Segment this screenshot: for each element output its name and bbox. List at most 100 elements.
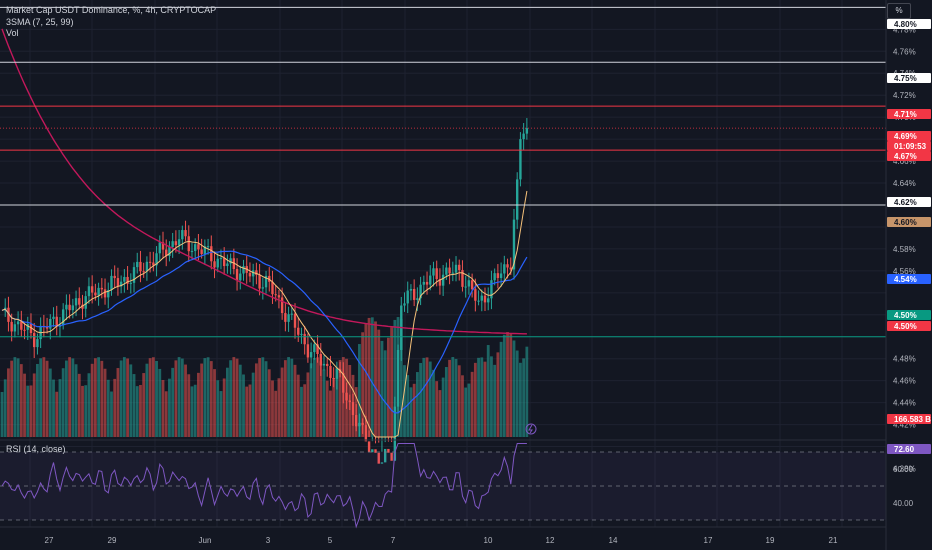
time-tick-label: 5 bbox=[328, 536, 333, 545]
candle-body bbox=[364, 425, 368, 442]
candle-body bbox=[71, 305, 75, 311]
volume-bar bbox=[293, 364, 297, 437]
volume-bar bbox=[506, 332, 509, 437]
volume-bar bbox=[412, 383, 416, 437]
price-badge bbox=[887, 217, 931, 227]
candle-body bbox=[152, 262, 155, 266]
sma-legend[interactable]: 3SMA (7, 25, 99) bbox=[6, 17, 74, 27]
candle-body bbox=[136, 261, 139, 268]
volume-bar bbox=[280, 367, 284, 437]
vol-legend[interactable]: Vol bbox=[6, 28, 19, 38]
candle-body bbox=[419, 284, 422, 299]
time-tick-label: 3 bbox=[266, 536, 271, 545]
volume-bar bbox=[467, 383, 471, 437]
candle-body bbox=[235, 269, 239, 281]
volume-bar bbox=[139, 384, 142, 437]
candle-body bbox=[184, 230, 187, 237]
volume-bar bbox=[335, 367, 339, 437]
volume-bar bbox=[377, 329, 381, 437]
price-tick-label: 4.48% bbox=[893, 355, 916, 364]
volume-bar bbox=[309, 363, 313, 437]
candle-body bbox=[264, 275, 268, 288]
candle-body bbox=[129, 282, 132, 284]
volume-bar bbox=[184, 364, 187, 437]
candle-body bbox=[438, 279, 442, 286]
volume-bar bbox=[287, 357, 290, 437]
time-tick-label: 29 bbox=[108, 536, 117, 545]
volume-bar bbox=[374, 321, 377, 437]
candle-body bbox=[470, 280, 474, 290]
volume-bar bbox=[512, 340, 516, 437]
volume-bar bbox=[322, 369, 326, 437]
volume-bar bbox=[390, 327, 394, 437]
time-tick-label: 21 bbox=[829, 536, 838, 545]
candle-body bbox=[406, 290, 409, 304]
volume-bar bbox=[174, 360, 178, 437]
candle-body bbox=[10, 321, 13, 332]
candle-body bbox=[499, 273, 503, 278]
volume-bar bbox=[148, 358, 152, 437]
volume-bar bbox=[461, 375, 464, 437]
candle-body bbox=[432, 268, 435, 276]
volume-bar bbox=[200, 363, 204, 437]
candle-body bbox=[148, 261, 152, 263]
volume-bar bbox=[238, 364, 242, 437]
volume-bar bbox=[135, 386, 139, 437]
candle-body bbox=[361, 422, 364, 426]
candle-body bbox=[145, 261, 149, 272]
candle-body bbox=[474, 289, 477, 301]
price-badge bbox=[887, 321, 931, 331]
volume-bar bbox=[271, 380, 274, 437]
price-tick-label: 4.66% bbox=[893, 157, 916, 166]
volume-bar bbox=[290, 358, 294, 437]
percent-scale-button[interactable]: % bbox=[887, 3, 911, 19]
price-badge bbox=[887, 19, 931, 29]
candle-body bbox=[509, 267, 512, 270]
rsi-legend[interactable]: RSI (14, close) bbox=[6, 444, 66, 454]
volume-bar bbox=[29, 385, 33, 437]
candle-body bbox=[13, 324, 17, 332]
volume-bar bbox=[58, 379, 62, 437]
volume-bar bbox=[358, 344, 361, 437]
candle-body bbox=[358, 422, 361, 427]
candle-body bbox=[7, 307, 10, 322]
candle-body bbox=[52, 316, 55, 319]
volume-bar bbox=[158, 368, 162, 437]
candle-body bbox=[516, 179, 519, 220]
candle-body bbox=[229, 258, 232, 264]
price-tick-label: 4.58% bbox=[893, 245, 916, 254]
volume-bar bbox=[406, 375, 410, 437]
price-tick-label: 4.64% bbox=[893, 179, 916, 188]
price-badge-label: 4.54% bbox=[894, 275, 917, 284]
time-tick-label: Jun bbox=[199, 536, 212, 545]
price-badge bbox=[887, 197, 931, 207]
price-badge bbox=[887, 151, 931, 161]
candle-body bbox=[313, 344, 316, 353]
candle-body bbox=[377, 452, 380, 464]
rsi-tick-label: 60.00 bbox=[893, 465, 914, 474]
candle-body bbox=[113, 275, 116, 279]
volume-bar bbox=[329, 390, 332, 437]
candle-body bbox=[194, 244, 197, 251]
volume-bar bbox=[486, 345, 490, 437]
price-tick-label: 4.76% bbox=[893, 47, 916, 56]
volume-bar bbox=[403, 365, 406, 437]
volume-bar bbox=[32, 373, 36, 437]
symbol-legend[interactable]: Market Cap USDT Dominance, %, 4h, CRYPTO… bbox=[6, 5, 217, 15]
volume-bar bbox=[16, 358, 20, 437]
price-badge-label: 4.62% bbox=[894, 198, 917, 207]
candle-body bbox=[177, 239, 181, 246]
volume-bar bbox=[113, 378, 117, 437]
volume-bar bbox=[519, 362, 522, 437]
candle-body bbox=[519, 139, 522, 180]
price-tick-label: 4.42% bbox=[893, 421, 916, 430]
volume-bar bbox=[248, 384, 252, 437]
volume-bar bbox=[155, 360, 158, 437]
volume-bar bbox=[399, 318, 403, 437]
volume-bar bbox=[97, 357, 100, 437]
volume-bar bbox=[90, 363, 94, 437]
volume-bar bbox=[84, 385, 88, 437]
candle-body bbox=[477, 300, 480, 302]
candle-body bbox=[390, 452, 393, 461]
